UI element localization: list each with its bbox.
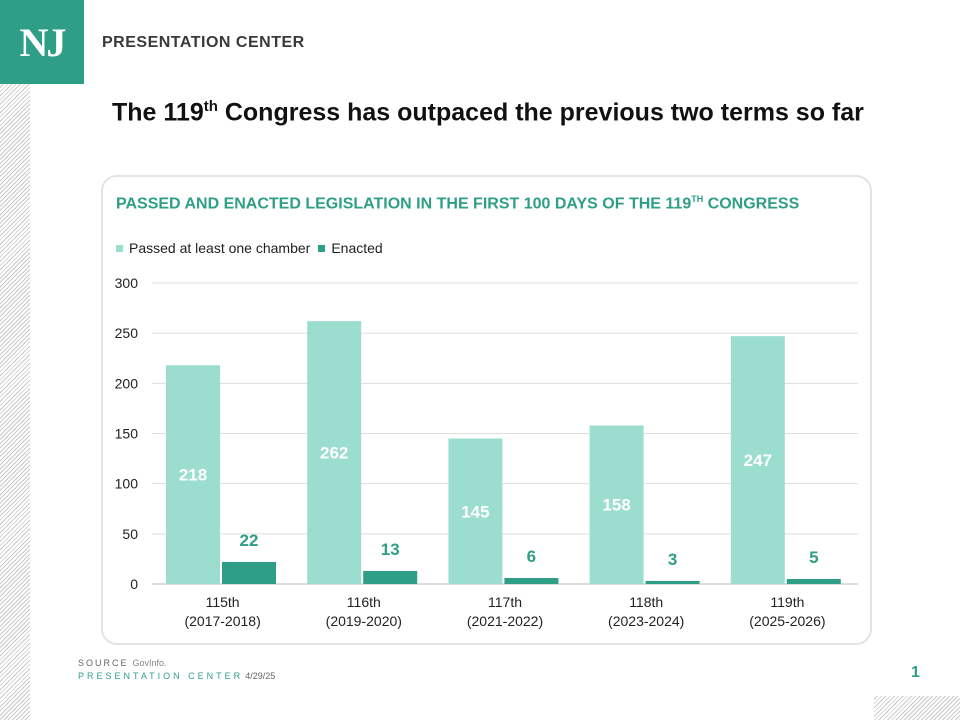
slide-title-pre: The 119 [112,98,204,127]
y-tick-label: 50 [122,526,138,542]
y-tick-label: 0 [130,576,138,592]
legend-swatch-passed [116,244,123,252]
chart-legend: Passed at least one chamber Enacted [116,240,391,256]
y-tick-label: 100 [115,476,139,492]
data-label-enacted: 13 [381,540,400,559]
x-tick-label: (2019-2020) [326,613,402,629]
data-label-passed: 158 [602,496,630,515]
footer-source: SOURCE GovInfo. [78,658,167,668]
footer-center: PRESENTATION CENTER 4/29/25 [78,671,275,681]
bar-enacted [222,561,276,584]
bar-enacted [504,577,559,584]
chart-title-pre: PASSED AND ENACTED LEGISLATION IN THE FI… [116,195,692,213]
x-tick-label: 115th [206,594,240,610]
bar-passed [730,336,785,584]
x-tick-label: (2021-2022) [467,613,543,629]
chart-title-post: CONGRESS [703,195,800,213]
data-label-passed: 145 [461,502,489,521]
slide-title-sup: th [203,98,218,115]
x-tick-label: 119th [770,594,804,610]
legend-label-enacted: Enacted [331,240,383,256]
bar-passed [166,365,220,584]
bar-enacted [363,570,418,584]
y-tick-label: 250 [115,325,139,341]
data-label-passed: 262 [320,444,348,463]
bar-passed [307,321,362,584]
data-label-passed: 247 [744,451,772,470]
slide-title: The 119th Congress has outpaced the prev… [112,92,892,127]
bar-passed [589,425,644,584]
legend-item-enacted: Enacted [318,240,383,256]
data-label-enacted: 22 [240,531,259,550]
footer-date: 4/29/25 [245,671,276,681]
bar-enacted [645,580,700,584]
legend-item-passed: Passed at least one chamber [116,240,310,256]
source-label: SOURCE [78,658,129,668]
y-tick-label: 200 [115,375,139,391]
x-tick-label: (2023-2024) [608,613,684,629]
x-tick-label: 117th [488,594,522,610]
x-tick-label: (2017-2018) [184,613,260,629]
left-hatch-decoration [0,84,30,720]
source-value: GovInfo. [132,658,167,668]
bar-passed [448,438,503,584]
y-tick-label: 300 [115,275,139,291]
y-tick-label: 150 [115,426,139,442]
chart-title-sup: TH [691,194,704,204]
corner-hatch-decoration [874,696,960,720]
data-label-enacted: 5 [809,548,818,567]
brand-name: PRESENTATION CENTER [102,34,305,51]
x-tick-label: 116th [347,594,381,610]
slide-title-post: Congress has outpaced the previous two t… [217,98,864,127]
data-label-enacted: 6 [527,547,536,566]
bar-enacted [786,578,841,584]
chart-title: PASSED AND ENACTED LEGISLATION IN THE FI… [116,188,836,215]
x-tick-label: (2025-2026) [749,613,825,629]
nj-logo: NJ [0,0,84,84]
legend-swatch-enacted [318,244,326,252]
legend-label-passed: Passed at least one chamber [129,240,311,256]
page-number: 1 [911,664,920,681]
x-tick-label: 118th [629,594,663,610]
footer-center-label: PRESENTATION CENTER [78,671,244,681]
data-label-passed: 218 [179,466,207,485]
logo-text: NJ [19,19,67,65]
data-label-enacted: 3 [668,550,677,569]
